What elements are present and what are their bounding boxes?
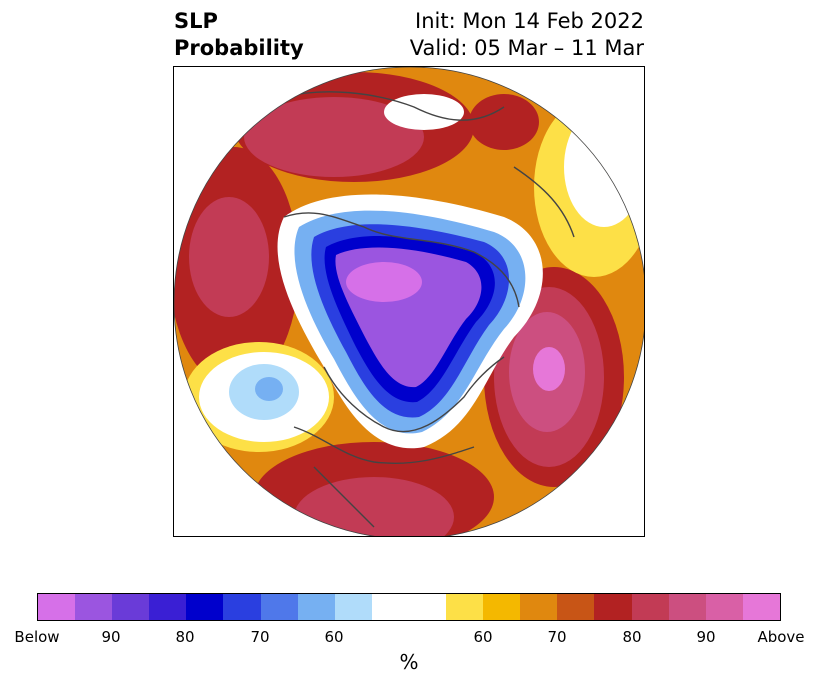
title-right: Init: Mon 14 Feb 2022 Valid: 05 Mar – 11… [410,8,644,62]
colorbar-tick-label: Above [757,628,805,646]
colorbar-segment [742,594,780,620]
colorbar-unit: % [399,650,419,674]
us-west-coast [313,466,375,528]
colorbar-segment [149,594,187,620]
title-left: SLP Probability [174,8,304,62]
atlantic-high-peak [533,347,565,391]
colorbar [37,593,781,621]
europe-high [469,94,539,150]
polar-low-peak [346,262,422,302]
title-variable: SLP [174,9,218,33]
colorbar-segment [260,594,298,620]
colorbar-segment [446,594,484,620]
colorbar-segment [112,594,150,620]
colorbar-tick-label: Below [14,628,60,646]
colorbar-segment [483,594,521,620]
scandinavia-coast [513,166,575,238]
init-date: Init: Mon 14 Feb 2022 [415,9,644,33]
east-neutral [564,107,644,227]
colorbar-tick-label: 80 [175,628,195,646]
probability-map [174,67,644,536]
colorbar-tick-label: 90 [101,628,121,646]
colorbar-tick-label: 80 [622,628,642,646]
colorbar-tick-label: 70 [547,628,567,646]
colorbar-segment [705,594,743,620]
title-type: Probability [174,36,304,60]
colorbar-segment [557,594,595,620]
siberia-coast [283,91,505,121]
probability-field [174,67,644,536]
colorbar-segment [223,594,261,620]
siberia-high-inner [244,97,424,177]
coastlines [283,91,575,528]
valid-range: Valid: 05 Mar – 11 Mar [409,36,644,60]
colorbar-tick-label: 70 [250,628,270,646]
colorbar-segment [520,594,558,620]
colorbar-segment [631,594,669,620]
west-pacific-high-core [189,197,269,317]
colorbar-tick-label: 60 [473,628,493,646]
colorbar-segment [297,594,335,620]
colorbar-segment [371,594,409,620]
colorbar-tick-label: 90 [696,628,716,646]
colorbar-segment [38,594,76,620]
colorbar-segment [408,594,447,620]
pacific-low-core [255,377,283,401]
colorbar-segment [334,594,372,620]
colorbar-segment [668,594,706,620]
north-america-high-core [294,477,454,536]
map-panel [173,66,645,537]
arctic-coastline [283,212,520,308]
colorbar-segment [594,594,632,620]
colorbar-segment [75,594,113,620]
colorbar-segment [186,594,224,620]
colorbar-tick-label: 60 [324,628,344,646]
hudson-coastline [323,356,505,433]
north-america-coast [293,426,475,465]
